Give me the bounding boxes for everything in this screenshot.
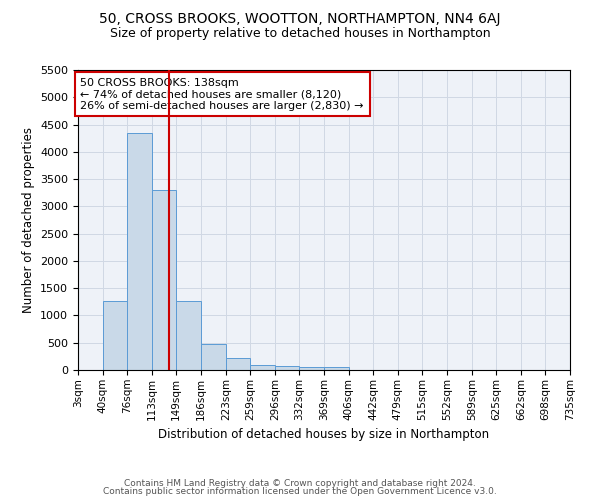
Bar [127,132,152,370]
Bar [226,358,250,370]
Bar [176,300,201,370]
Bar [275,366,299,370]
X-axis label: Distribution of detached houses by size in Northampton: Distribution of detached houses by size … [158,428,490,441]
Bar [250,365,275,370]
Bar [324,367,349,370]
Bar [103,300,127,370]
Text: 50 CROSS BROOKS: 138sqm
← 74% of detached houses are smaller (8,120)
26% of semi: 50 CROSS BROOKS: 138sqm ← 74% of detache… [80,78,364,110]
Text: 50, CROSS BROOKS, WOOTTON, NORTHAMPTON, NN4 6AJ: 50, CROSS BROOKS, WOOTTON, NORTHAMPTON, … [99,12,501,26]
Bar [201,344,226,370]
Text: Contains HM Land Registry data © Crown copyright and database right 2024.: Contains HM Land Registry data © Crown c… [124,478,476,488]
Y-axis label: Number of detached properties: Number of detached properties [22,127,35,313]
Text: Size of property relative to detached houses in Northampton: Size of property relative to detached ho… [110,28,490,40]
Bar [152,190,176,370]
Bar [299,367,324,370]
Text: Contains public sector information licensed under the Open Government Licence v3: Contains public sector information licen… [103,487,497,496]
